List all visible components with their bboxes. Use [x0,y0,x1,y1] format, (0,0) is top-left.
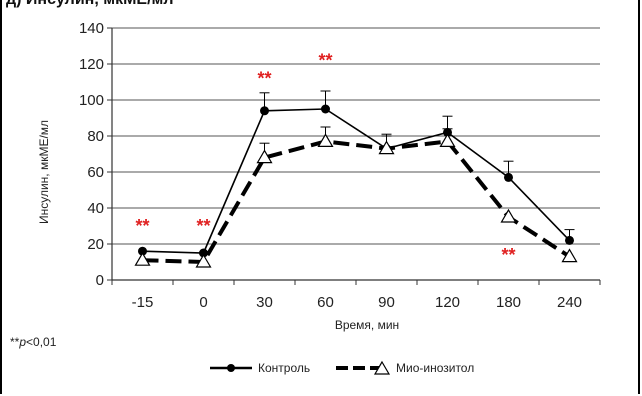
x-tick-label: 90 [378,294,395,311]
data-point-triangle [561,248,578,263]
y-tick-labels: 0 20 40 60 80 100 120 140 [79,20,104,289]
note-suffix: <0,01 [26,335,57,349]
y-tick-label: 40 [87,200,104,217]
x-tick-label: 240 [557,294,582,311]
legend-marker-circle [227,364,235,372]
x-tick-labels: -15 0 30 60 90 120 180 240 [111,280,601,311]
data-point-circle [565,235,574,245]
data-point-circle [504,172,513,182]
series-group [134,90,578,268]
data-point-circle [260,106,269,116]
x-tick-label: -15 [132,294,154,311]
significance-annotations: ** ** ** ** ** [135,50,515,264]
chart-header: д) Инсулин, мкМЕ/мл [6,0,174,9]
data-point-circle [321,104,330,114]
x-tick-label: 60 [317,294,334,311]
axes [111,28,600,281]
y-tick-label: 80 [87,128,104,145]
data-point-triangle [439,133,456,147]
series-myoinositol [134,126,578,268]
x-axis-label: Время, мин [335,318,399,332]
significance-mark: ** [257,68,271,88]
note-italic: p [18,335,26,349]
legend-label-control: Контроль [258,361,310,375]
data-point-triangle [500,208,517,223]
note-prefix: ** [10,335,20,349]
significance-mark: ** [196,216,210,236]
data-point-triangle [256,149,273,164]
x-tick-label: 120 [435,294,460,311]
legend-marker-triangle [373,360,391,375]
significance-mark: ** [135,216,149,236]
significance-mark: ** [501,245,515,265]
legend-item-myoinositol: Мио-инозитол [336,360,474,375]
data-point-triangle [134,252,151,266]
y-tick-label: 120 [79,56,104,73]
grid-lines [107,27,600,281]
x-tick-label: 0 [199,294,207,311]
header-strip: д) Инсулин, мкМЕ/мл [0,0,642,14]
significance-note: **p<0,01 [10,335,57,349]
y-tick-label: 100 [79,92,104,109]
legend-label-myoinositol: Мио-инозитол [396,361,474,375]
x-tick-label: 30 [256,294,273,311]
y-axis-label: Инсулин, мкМЕ/мл [37,120,51,224]
series-line [142,139,571,265]
legend: Контроль Мио-инозитол [210,360,474,375]
y-tick-label: 140 [79,20,104,37]
data-point-triangle [378,140,395,155]
data-point-circle [138,246,147,256]
data-point-circle [199,248,208,258]
y-tick-label: 20 [87,236,104,253]
data-point-triangle [317,133,334,147]
legend-item-control: Контроль [210,361,310,375]
x-tick-label: 180 [496,294,521,311]
y-tick-label: 0 [96,272,104,289]
series-line [142,108,571,254]
data-point-triangle [195,253,212,268]
significance-mark: ** [318,50,332,70]
y-tick-label: 60 [87,164,104,181]
